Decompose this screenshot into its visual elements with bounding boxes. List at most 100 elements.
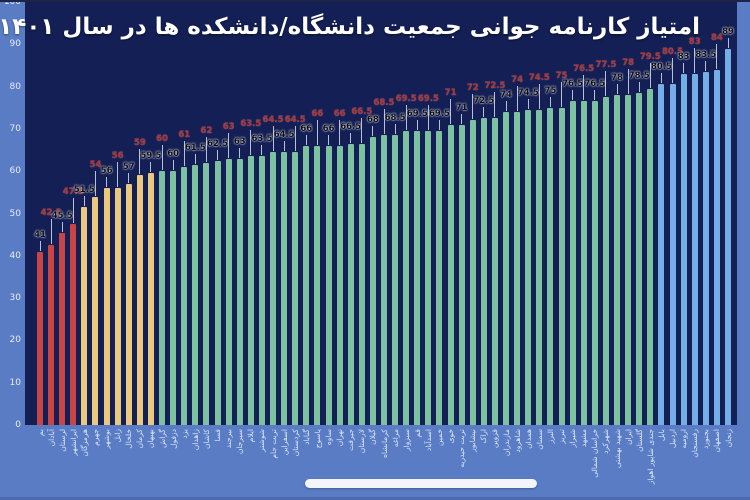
bar xyxy=(536,109,543,425)
bar-value-label: 57 xyxy=(122,161,135,172)
x-axis-category-label: بیرجند xyxy=(224,429,234,449)
y-axis-tick-label: 80 xyxy=(9,81,21,92)
value-leader-line xyxy=(516,85,518,111)
x-axis-category-label: اسدآباد xyxy=(423,429,433,452)
x-axis-category-label: شهرکرد xyxy=(601,429,611,454)
bar xyxy=(525,109,532,425)
bar xyxy=(713,69,720,425)
bar xyxy=(403,131,410,425)
bar xyxy=(170,171,177,425)
x-axis-category-label: بوشهر xyxy=(102,429,112,449)
bar-value-label: 69.5 xyxy=(395,94,417,104)
x-axis-category-label: زنجان xyxy=(723,429,733,448)
bar xyxy=(436,131,443,425)
bar xyxy=(680,73,687,425)
bar xyxy=(369,137,376,425)
bar-value-label: 59.5 xyxy=(140,151,162,162)
bar xyxy=(558,107,565,425)
y-axis-tick-label: 100 xyxy=(3,0,21,7)
value-leader-line xyxy=(605,71,607,97)
bar-value-label: 76.5 xyxy=(584,79,606,90)
bar-value-label: 68 xyxy=(366,115,379,126)
bar xyxy=(425,131,432,425)
value-leader-line xyxy=(139,149,141,175)
x-axis-category-label: آبادان xyxy=(46,429,56,447)
bar xyxy=(336,145,343,425)
bar xyxy=(580,101,587,425)
bar-value-label: 72.5 xyxy=(484,81,506,92)
bar-value-label: 78 xyxy=(611,73,623,84)
bar xyxy=(103,188,110,425)
x-axis-category-label: سبزوار xyxy=(401,429,411,452)
value-leader-line xyxy=(217,149,219,160)
value-leader-line xyxy=(172,160,174,171)
bar xyxy=(125,183,132,425)
value-leader-line xyxy=(61,221,63,232)
bar xyxy=(480,118,487,425)
x-axis-category-label: تبریز xyxy=(557,429,567,444)
x-axis-category-label: فسا xyxy=(213,429,223,442)
bar xyxy=(159,171,166,425)
x-axis-category-label: اردبیل xyxy=(668,429,678,449)
x-axis-category-label: یاسوج xyxy=(312,429,322,449)
x-axis-category-label: ساوه xyxy=(324,429,334,446)
value-leader-line xyxy=(638,81,640,92)
value-leader-line xyxy=(450,98,452,124)
value-leader-line xyxy=(549,96,551,107)
bottom-scrollbar-handle[interactable] xyxy=(305,479,537,488)
value-leader-line xyxy=(350,132,352,143)
chart-title: امتیاز کارنامه جوانی جمعیت دانشگاه/دانشک… xyxy=(0,14,700,40)
x-axis-category-label: لارستان xyxy=(357,429,367,454)
x-axis-category-label: کاشان xyxy=(201,429,211,449)
bar xyxy=(381,135,387,425)
bar xyxy=(514,111,521,425)
value-leader-line xyxy=(150,162,152,173)
value-leader-line xyxy=(494,92,496,118)
bar-value-label: 56 xyxy=(111,151,124,162)
value-leader-line xyxy=(694,47,696,73)
value-leader-line xyxy=(683,62,685,73)
value-leader-line xyxy=(727,37,729,48)
value-leader-line xyxy=(483,107,485,118)
x-axis-category-label: بم xyxy=(35,429,45,437)
bar-value-label: 69.5 xyxy=(417,94,439,104)
value-leader-line xyxy=(627,69,629,95)
x-axis-category-label: نیشابور xyxy=(468,429,478,452)
bar xyxy=(691,73,698,425)
bar xyxy=(92,196,99,425)
y-axis-tick-label: 0 xyxy=(15,420,21,430)
x-axis-category-label: جندی شاپور اهواز xyxy=(645,429,655,485)
value-leader-line xyxy=(572,90,574,101)
bar-value-label: 78.5 xyxy=(628,70,650,81)
bar-value-label: 59 xyxy=(133,138,146,149)
value-leader-line xyxy=(250,130,252,156)
bar-value-label: 74.5 xyxy=(528,72,550,83)
bar-value-label: 66.5 xyxy=(340,121,362,132)
value-leader-line xyxy=(261,145,263,156)
bar xyxy=(325,145,332,425)
bar xyxy=(458,124,465,425)
bar-value-label: 71 xyxy=(455,102,468,113)
bar xyxy=(569,101,576,425)
value-leader-line xyxy=(616,84,618,95)
value-leader-line xyxy=(538,83,540,109)
value-leader-line xyxy=(94,170,96,196)
x-axis-category-label: مراغه xyxy=(390,429,400,448)
value-leader-line xyxy=(194,153,196,164)
bar xyxy=(214,160,221,425)
x-axis-category-label: قم xyxy=(412,429,422,438)
bar-value-label: 76.5 xyxy=(562,79,584,90)
bar-value-label: 84 xyxy=(710,32,723,43)
bar xyxy=(59,232,66,425)
value-leader-line xyxy=(660,73,662,84)
bar-value-label: 79.5 xyxy=(639,51,661,62)
bar-value-label: 54 xyxy=(89,159,102,170)
x-axis-category-label: تربت حیدریه xyxy=(457,429,467,468)
bar-value-label: 63 xyxy=(233,136,246,147)
x-axis-category-label: گیلان xyxy=(368,429,378,445)
x-axis-category-label: زاهدان xyxy=(190,429,200,451)
y-axis-tick-label: 40 xyxy=(9,250,21,261)
bar xyxy=(81,207,88,425)
bar xyxy=(469,120,476,425)
